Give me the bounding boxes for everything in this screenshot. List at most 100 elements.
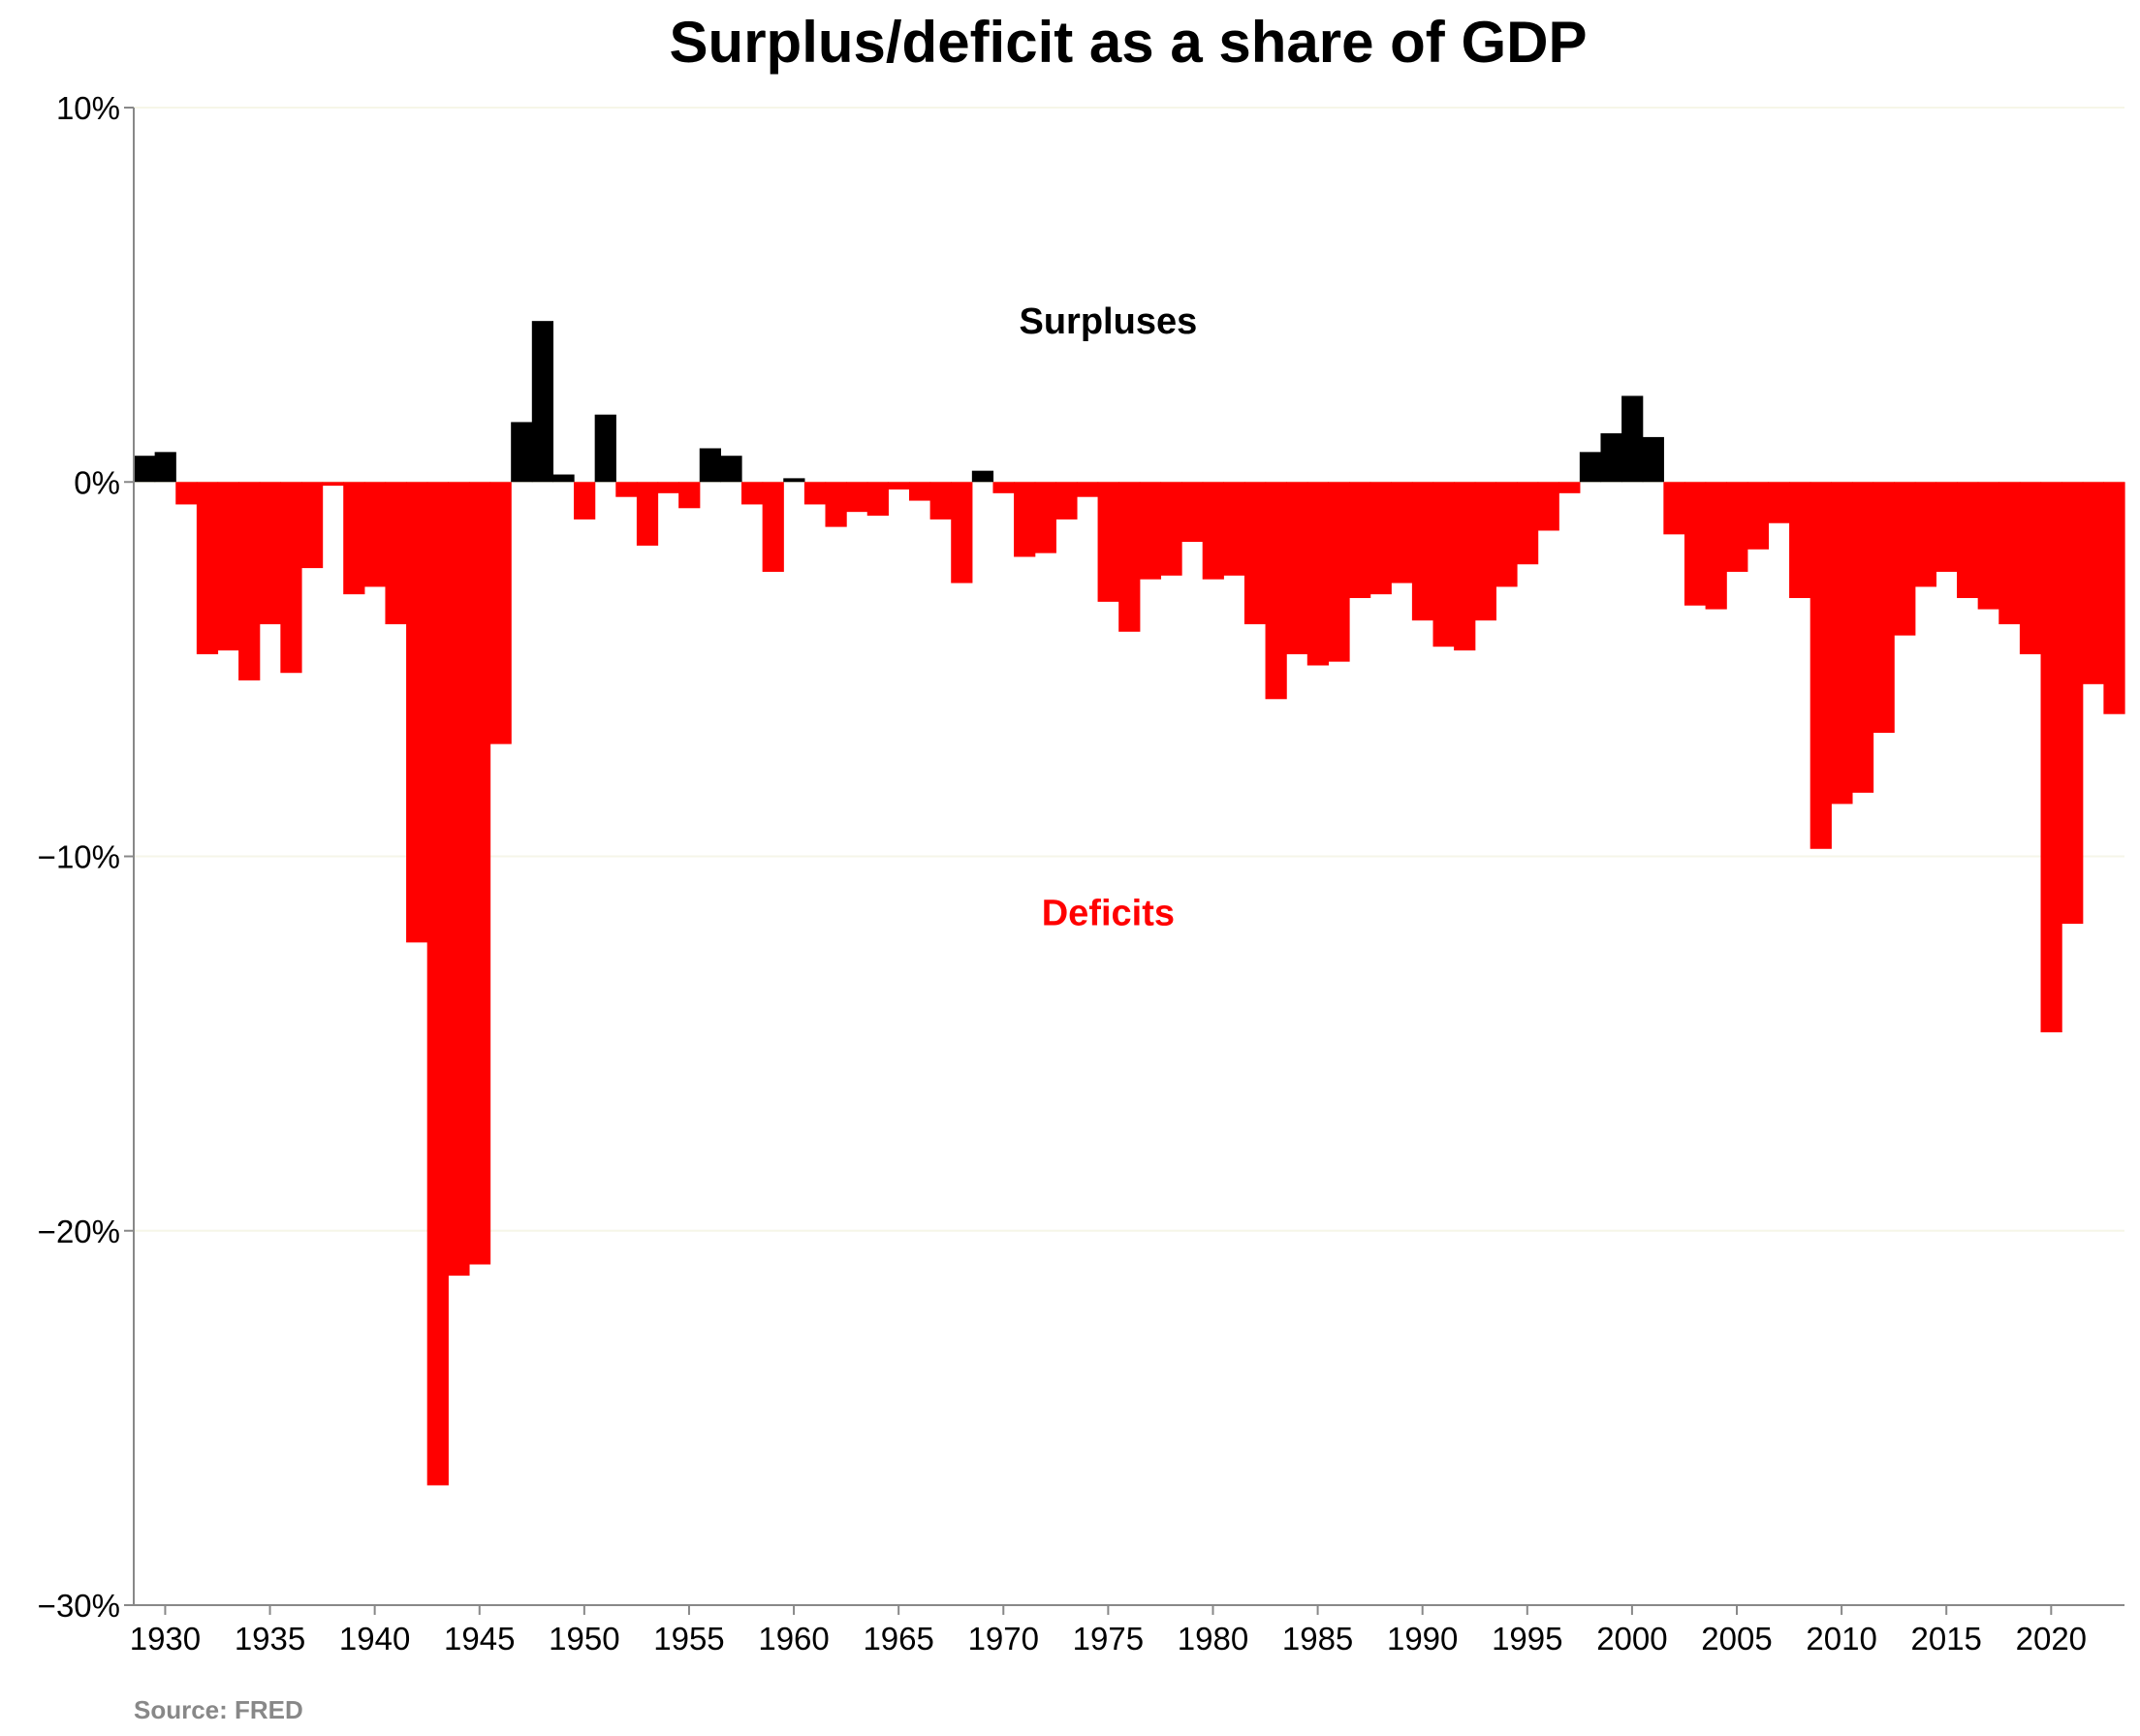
bar-1967 <box>929 482 952 520</box>
y-axis-ticks: 10% 0% −10% −20% −30% <box>38 90 134 1624</box>
bar-1999 <box>1600 433 1622 483</box>
bar-1993 <box>1474 482 1496 621</box>
bar-1972 <box>1034 482 1056 553</box>
bar-1932 <box>196 482 219 654</box>
bar-1965 <box>888 482 910 489</box>
bar-2014 <box>1914 482 1937 587</box>
bar-1979 <box>1181 482 1204 543</box>
bar-1968 <box>951 482 973 584</box>
bar-1930 <box>154 452 176 483</box>
bar-1977 <box>1139 482 1162 580</box>
x-tick-label: 1985 <box>1282 1621 1353 1657</box>
bar-2012 <box>1872 482 1895 734</box>
bar-2019 <box>2019 482 2042 654</box>
bar-1956 <box>699 448 721 483</box>
bar-1947 <box>511 422 533 483</box>
bar-1989 <box>1391 482 1413 584</box>
bar-2010 <box>1831 482 1853 805</box>
bar-1955 <box>678 482 701 509</box>
bar-1988 <box>1369 482 1392 595</box>
bar-1961 <box>803 482 827 505</box>
bar-2011 <box>1851 482 1874 793</box>
bar-2006 <box>1747 482 1770 550</box>
bar-1991 <box>1432 482 1455 647</box>
bar-1990 <box>1411 482 1434 621</box>
bar-1981 <box>1223 482 1245 576</box>
x-tick-label: 1950 <box>549 1621 619 1657</box>
bar-1980 <box>1202 482 1224 580</box>
x-tick-label: 1930 <box>130 1621 201 1657</box>
x-tick-label: 2000 <box>1596 1621 1667 1657</box>
bar-1931 <box>175 482 198 505</box>
bar-1978 <box>1160 482 1182 576</box>
x-tick-label: 1995 <box>1492 1621 1562 1657</box>
bar-1960 <box>783 478 805 483</box>
x-tick-label: 1965 <box>863 1621 933 1657</box>
x-tick-label: 1975 <box>1073 1621 1144 1657</box>
annotation-surpluses: Surpluses <box>1020 301 1198 342</box>
bar-1957 <box>720 456 742 483</box>
bar-2003 <box>1684 482 1707 606</box>
bar-2022 <box>2082 482 2104 684</box>
bar-1963 <box>846 482 868 513</box>
y-tick-label: 0% <box>74 464 120 500</box>
annotation-deficits: Deficits <box>1042 893 1175 933</box>
bar-1950 <box>574 482 596 520</box>
bar-2016 <box>1957 482 1979 598</box>
bar-1946 <box>489 482 512 744</box>
bar-1939 <box>343 482 365 595</box>
bar-1998 <box>1579 452 1602 483</box>
x-tick-label: 2020 <box>2016 1621 2087 1657</box>
x-tick-label: 1955 <box>653 1621 724 1657</box>
bar-2007 <box>1768 482 1790 523</box>
bar-1953 <box>636 482 659 546</box>
x-tick-label: 2010 <box>1806 1621 1876 1657</box>
bar-1942 <box>406 482 428 943</box>
bar-2017 <box>1977 482 1999 610</box>
bar-1951 <box>594 414 616 483</box>
y-tick-label: −30% <box>38 1588 120 1624</box>
bar-2013 <box>1894 482 1916 636</box>
bar-1941 <box>385 482 407 625</box>
bar-1976 <box>1118 482 1141 632</box>
x-tick-label: 1960 <box>758 1621 829 1657</box>
bar-2021 <box>2061 482 2084 925</box>
bar-1962 <box>825 482 847 527</box>
bar-1982 <box>1243 482 1267 625</box>
bar-2018 <box>1998 482 2021 625</box>
bar-1994 <box>1495 482 1518 587</box>
bar-1938 <box>322 482 344 487</box>
bar-2009 <box>1810 482 1832 849</box>
bar-1934 <box>238 482 261 680</box>
bar-2002 <box>1663 482 1685 535</box>
bar-2005 <box>1726 482 1748 572</box>
bar-1992 <box>1454 482 1476 651</box>
x-tick-label: 2015 <box>1911 1621 1982 1657</box>
bar-2000 <box>1621 395 1644 483</box>
bar-1986 <box>1328 482 1350 662</box>
bar-2004 <box>1705 482 1727 610</box>
bar-1949 <box>552 474 575 483</box>
x-tick-label: 1980 <box>1178 1621 1248 1657</box>
bar-1933 <box>217 482 239 651</box>
bar-1936 <box>280 482 302 674</box>
x-axis-ticks: 1930 1935 1940 1945 1950 1955 1960 1965 1970 1975… <box>130 1605 2087 1657</box>
bar-1935 <box>259 482 281 625</box>
x-tick-label: 1945 <box>444 1621 515 1657</box>
bar-1975 <box>1097 482 1119 602</box>
x-tick-label: 1970 <box>968 1621 1039 1657</box>
bar-1937 <box>300 482 324 569</box>
y-tick-label: −20% <box>38 1214 120 1249</box>
bars <box>134 321 2125 1486</box>
bar-1954 <box>657 482 679 493</box>
bar-1959 <box>762 482 784 572</box>
bar-1969 <box>971 470 994 483</box>
bar-1966 <box>908 482 931 501</box>
chart-title: Surplus/deficit as a share of GDP <box>670 10 1588 75</box>
bar-1974 <box>1076 482 1099 497</box>
bar-1958 <box>741 482 764 505</box>
bar-1971 <box>1014 482 1036 557</box>
x-tick-label: 1990 <box>1387 1621 1458 1657</box>
bar-1970 <box>992 482 1015 493</box>
